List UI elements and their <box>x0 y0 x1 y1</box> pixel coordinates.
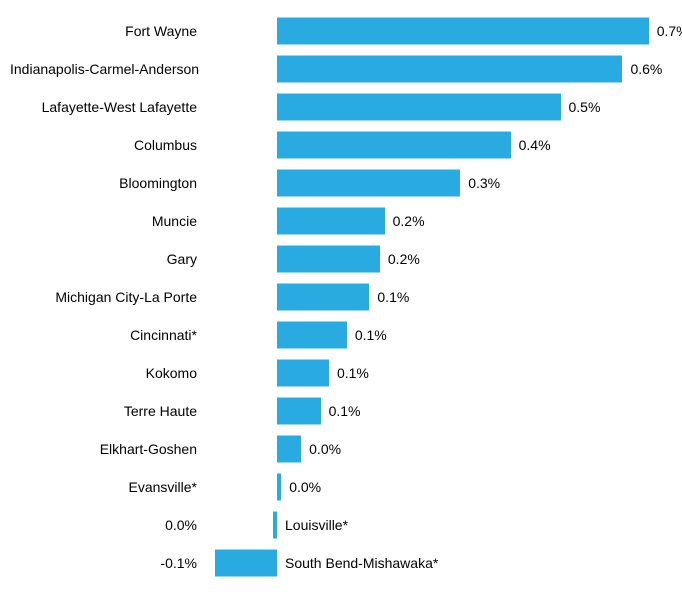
value-label: 0.1% <box>377 289 409 305</box>
chart-row: Michigan City-La Porte 0.1% <box>10 278 662 316</box>
value-label: 0.4% <box>519 137 551 153</box>
category-label: South Bend-Mishawaka* <box>285 555 438 571</box>
value-label: 0.7% <box>657 23 682 39</box>
bar <box>277 322 347 349</box>
bar <box>215 550 277 577</box>
bar <box>277 360 329 387</box>
bar <box>277 170 460 197</box>
bar <box>277 94 561 121</box>
bar <box>277 284 369 311</box>
value-label: 0.2% <box>393 213 425 229</box>
value-label: 0.3% <box>468 175 500 191</box>
bar <box>273 512 277 539</box>
chart-row: -0.1% South Bend-Mishawaka* <box>10 544 662 582</box>
axis-zone: 0.1% <box>207 354 662 392</box>
value-label: 0.1% <box>329 403 361 419</box>
axis-zone: 0.0% <box>207 468 662 506</box>
bar <box>277 436 301 463</box>
axis-zone: 0.3% <box>207 164 662 202</box>
axis-zone: South Bend-Mishawaka* <box>207 544 662 582</box>
chart-row: Elkhart-Goshen 0.0% <box>10 430 662 468</box>
bar <box>277 398 321 425</box>
chart-row: Columbus 0.4% <box>10 126 662 164</box>
category-label: Columbus <box>10 137 207 153</box>
axis-zone: 0.4% <box>207 126 662 164</box>
chart-row: Cincinnati* 0.1% <box>10 316 662 354</box>
axis-zone: 0.1% <box>207 278 662 316</box>
axis-zone: 0.7% <box>207 12 662 50</box>
axis-zone: 0.1% <box>207 392 662 430</box>
value-label: -0.1% <box>10 555 207 571</box>
chart-row: Evansville* 0.0% <box>10 468 662 506</box>
bar <box>277 208 385 235</box>
category-label: Indianapolis-Carmel-Anderson <box>10 61 207 77</box>
value-label: 0.1% <box>355 327 387 343</box>
category-label: Evansville* <box>10 479 207 495</box>
bar-chart: Fort Wayne0.7%Indianapolis-Carmel-Anders… <box>0 0 682 596</box>
chart-row: 0.0% Louisville* <box>10 506 662 544</box>
category-label: Muncie <box>10 213 207 229</box>
value-label: 0.0% <box>10 517 207 533</box>
axis-zone: 0.1% <box>207 316 662 354</box>
category-label: Elkhart-Goshen <box>10 441 207 457</box>
axis-zone: 0.2% <box>207 240 662 278</box>
category-label: Cincinnati* <box>10 327 207 343</box>
bar <box>277 18 649 45</box>
category-label: Lafayette-West Lafayette <box>10 99 207 115</box>
chart-row: Gary 0.2% <box>10 240 662 278</box>
chart-row: Kokomo 0.1% <box>10 354 662 392</box>
value-label: 0.0% <box>289 479 321 495</box>
chart-row: Muncie 0.2% <box>10 202 662 240</box>
bar <box>277 56 622 83</box>
bar <box>277 474 281 501</box>
category-label: Louisville* <box>285 517 348 533</box>
chart-row: Indianapolis-Carmel-Anderson 0.6% <box>10 50 662 88</box>
value-label: 0.2% <box>388 251 420 267</box>
axis-zone: 0.5% <box>207 88 662 126</box>
category-label: Gary <box>10 251 207 267</box>
value-label: 0.1% <box>337 365 369 381</box>
value-label: 0.0% <box>309 441 341 457</box>
axis-zone: 0.6% <box>207 50 662 88</box>
chart-row: Terre Haute 0.1% <box>10 392 662 430</box>
category-label: Terre Haute <box>10 403 207 419</box>
bar <box>277 246 380 273</box>
category-label: Fort Wayne <box>10 23 207 39</box>
value-label: 0.5% <box>569 99 601 115</box>
axis-zone: Louisville* <box>207 506 662 544</box>
axis-zone: 0.0% <box>207 430 662 468</box>
bar <box>277 132 511 159</box>
chart-row: Bloomington 0.3% <box>10 164 662 202</box>
category-label: Michigan City-La Porte <box>10 289 207 305</box>
axis-zone: 0.2% <box>207 202 662 240</box>
category-label: Bloomington <box>10 175 207 191</box>
chart-row: Lafayette-West Lafayette 0.5% <box>10 88 662 126</box>
category-label: Kokomo <box>10 365 207 381</box>
chart-row: Fort Wayne0.7% <box>10 12 662 50</box>
value-label: 0.6% <box>630 61 662 77</box>
